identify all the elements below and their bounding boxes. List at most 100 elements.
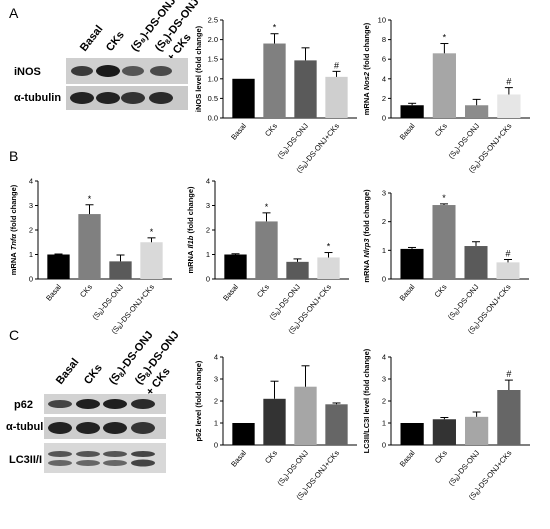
y-axis-label-part: (fold [362, 379, 371, 398]
x-tick-label-part: (S [294, 490, 306, 502]
x-tick-label: CKs [433, 448, 449, 465]
chart-inos-level: 0.0 0.5 1.0 1.5 2.0 2.5 iNOS level (fold chang… [194, 16, 357, 175]
blot-lane-label: Basal [78, 23, 106, 54]
y-axis-label-part: change) [362, 189, 371, 220]
x-tick-label-part: )-DS-ONJ [282, 121, 310, 152]
x-tick-label-part: (S [467, 163, 479, 175]
y-axis-label-part: change) [9, 184, 18, 215]
y-tick-label: 8 [382, 35, 386, 44]
blot-row-label: iNOS [14, 66, 41, 78]
y-tick-label: 0.0 [208, 114, 218, 123]
x-tick-label: Basal [229, 448, 248, 468]
y-tick-label: 2 [214, 397, 218, 406]
x-tick-label: Basal [398, 121, 417, 141]
x-tick-label-part: )-DS-ONJ [282, 448, 310, 479]
panel-letter-a: A [9, 5, 19, 21]
bar [255, 221, 278, 279]
bar [109, 261, 132, 279]
significance-mark: * [443, 33, 447, 43]
x-tick-label-part: 8 [99, 310, 106, 316]
panel-letter-b: B [9, 148, 18, 164]
blot-band [103, 460, 127, 466]
significance-mark: # [505, 249, 510, 259]
bar [465, 416, 489, 445]
bar [496, 262, 520, 279]
x-tick-label-part: )-DS-ONJ [453, 121, 481, 152]
blot-band [96, 65, 120, 77]
y-tick-label: 1.5 [208, 55, 218, 64]
x-tick-label: Basal [398, 448, 417, 468]
x-tick-label: Basal [229, 121, 248, 141]
blot-row-label: α-tubulin [14, 92, 61, 104]
x-tick-label-part: 8 [454, 310, 461, 316]
x-tick-label-part: (S [286, 324, 298, 336]
y-axis-label-part: mRNA [186, 250, 195, 274]
y-tick-label: 4 [206, 177, 210, 186]
blot-lane-label: CKs [104, 29, 127, 54]
x-tick-label: Basal [44, 282, 63, 302]
blot-lane-label: Basal [54, 356, 82, 387]
blot-band [48, 460, 72, 466]
bar [286, 261, 309, 279]
y-axis-label-part: change) [362, 348, 371, 379]
x-tick-label-part: (S [275, 149, 287, 161]
x-tick-label-part: 8 [455, 149, 462, 155]
x-tick-label: CKs [78, 282, 94, 299]
significance-mark: * [327, 242, 331, 252]
y-tick-label: 1.0 [208, 74, 218, 83]
significance-mark: * [442, 193, 446, 203]
x-tick-label-part: (S [109, 324, 121, 336]
x-tick-label-part: 8 [455, 476, 462, 482]
y-tick-label: 1 [382, 419, 386, 428]
x-tick-label-part: 8 [295, 325, 302, 331]
blot-row-label: α-tubulin [6, 421, 53, 433]
y-tick-label: 3 [214, 375, 218, 384]
x-tick-label-part: (S [275, 476, 287, 488]
y-axis-label-part: LC3II/LC3I [362, 417, 371, 454]
x-tick-label-part: )-DS-ONJ [274, 282, 302, 313]
y-tick-label: 3 [382, 189, 386, 198]
y-tick-label: 2 [29, 226, 33, 235]
y-tick-label: 4 [382, 74, 386, 83]
y-axis-label-part: Tnfα [9, 234, 18, 253]
x-tick-label-part: 8 [284, 476, 291, 482]
bar [140, 242, 163, 279]
blot-band [76, 399, 100, 409]
significance-mark: # [506, 369, 511, 379]
y-axis-label-part: (fold [9, 215, 18, 234]
blot-lane-label: CKs [82, 362, 105, 387]
blot-band [122, 66, 144, 76]
bar [497, 390, 521, 445]
chart-mrna-nos2: 0 2 4 6 8 10 mRNA Nos2 (fold change) Basal * CKs (… [362, 16, 530, 175]
x-tick-label-part: 8 [475, 491, 482, 497]
blot-band [48, 422, 72, 434]
y-tick-label: 2.5 [208, 16, 218, 25]
bar [224, 254, 247, 279]
y-axis-label: mRNA Nlrp3 (fold change) [362, 189, 371, 283]
blot-band [48, 400, 72, 408]
y-tick-label: 4 [382, 353, 386, 362]
y-tick-label: 2 [382, 397, 386, 406]
y-axis-label: p62 level (fold change) [194, 360, 203, 441]
x-tick-label-part: 8 [303, 491, 310, 497]
y-axis-label: mRNA Tnfα (fold change) [9, 184, 18, 275]
x-tick-label-part: 8 [303, 164, 310, 170]
y-axis-label-part: p62 [194, 429, 203, 442]
y-axis-label-part: change) [194, 25, 203, 56]
blot-band [149, 92, 173, 104]
y-axis-label-part: (fold [362, 220, 371, 239]
blot-band [76, 460, 100, 466]
x-tick-label-part: (S [267, 310, 279, 322]
bar [432, 205, 456, 279]
y-axis-label-part: (fold [194, 56, 203, 75]
y-tick-label: 6 [382, 55, 386, 64]
y-tick-label: 0 [214, 441, 218, 450]
y-axis-label-part: mRNA [362, 259, 371, 283]
y-tick-label: 3 [29, 201, 33, 210]
x-tick-label-part: (S [466, 324, 478, 336]
significance-mark: * [265, 202, 269, 212]
significance-mark: # [506, 77, 511, 87]
